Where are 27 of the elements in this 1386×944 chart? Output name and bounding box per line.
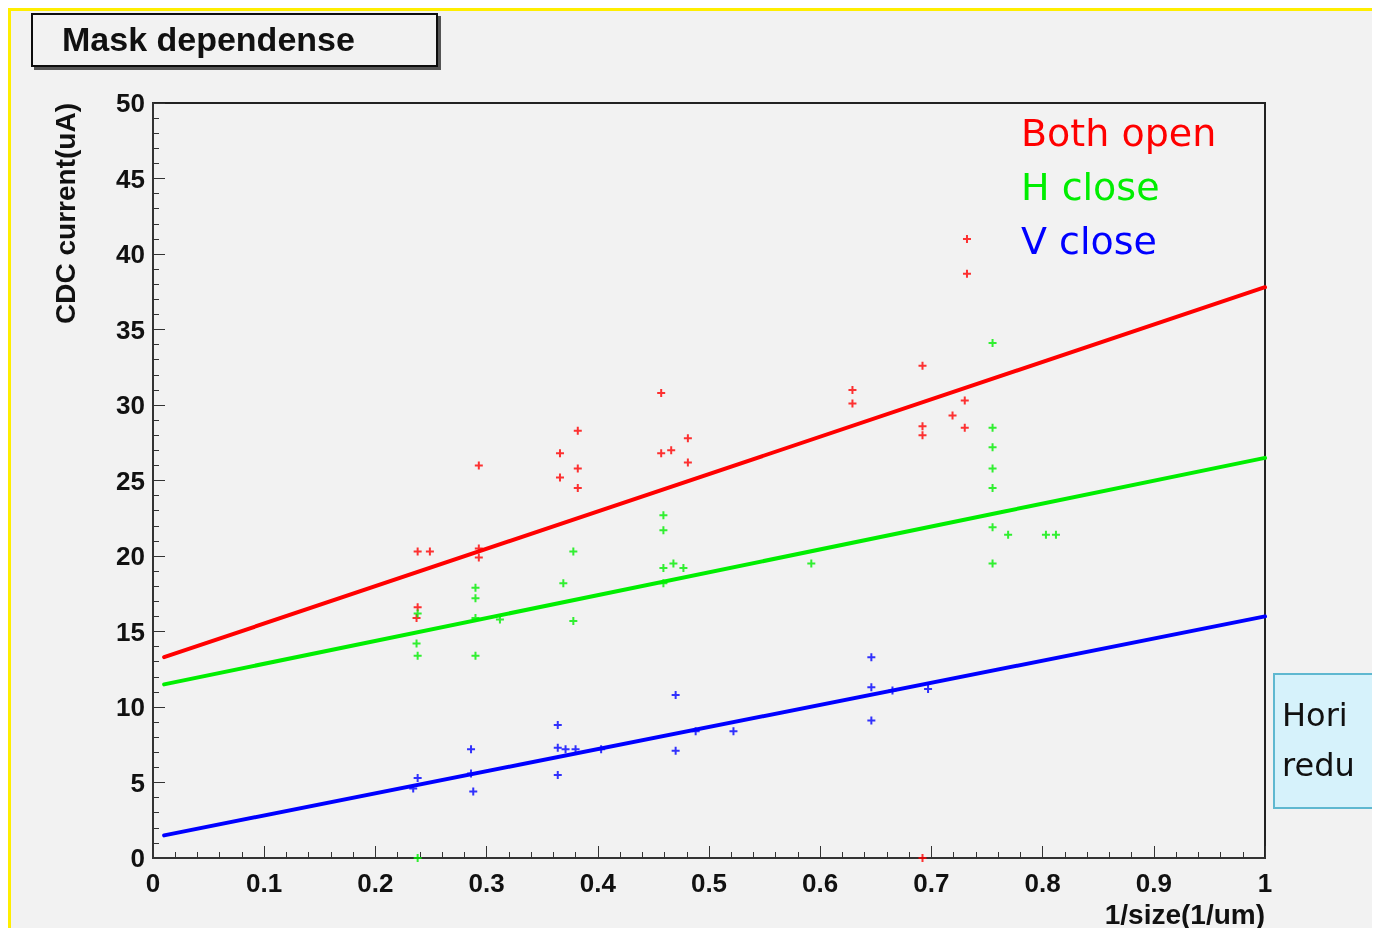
text: Both open xyxy=(1021,111,1217,155)
y-tick-label: 40 xyxy=(116,239,145,269)
text: Hori redu xyxy=(1282,696,1358,784)
y-tick-label: 0 xyxy=(130,843,145,873)
y-tick-label: 5 xyxy=(130,767,145,798)
x-tick-label: 0.6 xyxy=(802,868,839,898)
y-tick-label: 15 xyxy=(116,616,145,647)
text: H close xyxy=(1021,165,1160,209)
x-tick-label: 1 xyxy=(1257,868,1273,898)
x-tick-label: 0.8 xyxy=(1024,868,1061,898)
x-tick-label: 0.5 xyxy=(690,868,728,898)
x-tick-label: 0.3 xyxy=(468,868,505,898)
y-tick-label: 35 xyxy=(116,314,145,345)
y-tick-label: 45 xyxy=(116,163,145,194)
y-tick-label: 25 xyxy=(116,465,145,496)
chart-title: Mask dependense xyxy=(62,20,355,58)
text: V close xyxy=(1021,219,1157,263)
y-tick-label: 50 xyxy=(116,88,145,118)
y-tick-label: 30 xyxy=(116,390,145,420)
x-tick-label: 0.2 xyxy=(357,868,394,898)
y-axis-title: CDC current(uA) xyxy=(49,103,81,324)
x-tick-label: 0.9 xyxy=(1135,868,1172,898)
y-tick-label: 20 xyxy=(116,541,145,571)
x-tick-label: 0.1 xyxy=(246,868,283,898)
y-tick-label: 10 xyxy=(116,692,145,722)
x-tick-label: 0.7 xyxy=(913,868,950,898)
x-tick-label: 0.4 xyxy=(579,868,617,898)
